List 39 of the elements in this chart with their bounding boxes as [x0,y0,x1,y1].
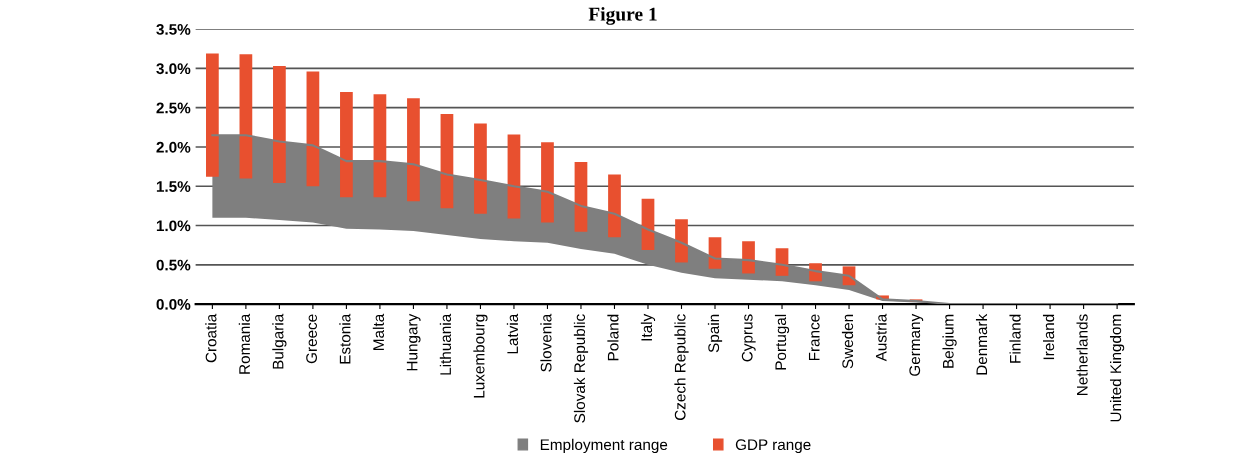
y-tick-label: 1.5% [156,181,191,192]
x-tick-label: Netherlands [1076,314,1088,395]
x-tick-label: Romania [238,313,250,374]
y-tick-label: 3.0% [156,63,191,75]
x-tick-label: Sweden [841,314,854,369]
x-tick-label: Czech Republic [674,314,689,421]
x-tick-label: Latvia [506,313,519,354]
y-tick-label: 0.0% [156,298,191,310]
y-tick-label: 2.5% [156,102,191,114]
x-tick-label: Italy [640,313,656,341]
x-tick-label: Estonia [339,313,351,364]
y-tick-label: 1.0% [156,220,191,232]
x-tick-label: France [808,314,820,361]
x-tick-label: Bulgaria [272,313,287,369]
x-tick-label: Cyprus [741,314,756,362]
x-tick-label: Austria [875,313,887,362]
x-tick-label: Slovenia [540,313,552,372]
x-tick-label: Finland [1009,314,1021,363]
x-tick-label: Croatia [205,313,217,363]
x-tick-label: Malta [372,313,385,350]
y-tick-label: 2.0% [156,141,191,153]
x-tick-label: Belgium [942,314,957,368]
x-tick-label: Poland [607,314,619,361]
y-tick-label: 3.5% [156,24,191,35]
x-tick-label: Hungary [406,313,421,371]
x-tick-label: Portugal [774,314,790,370]
chart-title: Figure 1 [588,7,657,25]
x-tick-label: Ireland [1042,314,1055,360]
x-tick-label: Denmark [975,313,988,375]
x-tick-label: United Kingdom [1109,314,1125,422]
x-tick-label: Slovak Republic [573,314,589,423]
x-tick-label: Greece [306,314,317,364]
x-tick-label: Lithuania [439,313,452,375]
x-tick-label: Luxembourg [473,314,488,398]
legend-label: Employment range [540,438,668,454]
x-tick-label: Spain [707,314,723,353]
y-tick-label: 0.5% [156,259,191,271]
x-tick-label: Germany [909,313,924,376]
legend-label: GDP range [735,439,811,454]
